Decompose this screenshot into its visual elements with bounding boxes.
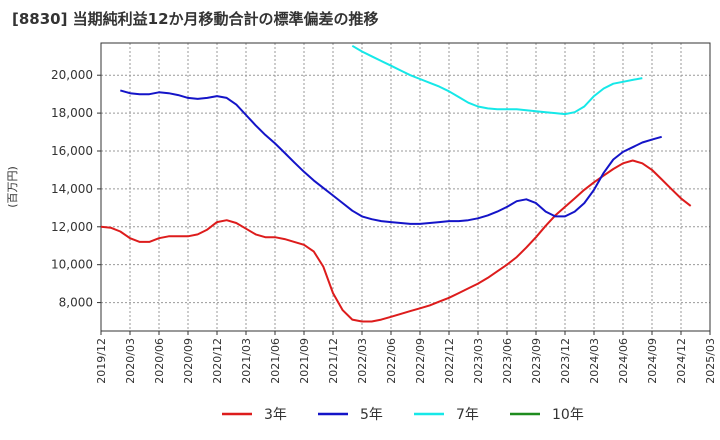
y-tick-label: 10,000 [51, 258, 93, 272]
chart-title: [8830] 当期純利益12か月移動合計の標準偏差の推移 [12, 10, 379, 28]
x-tick-label: 2021/06 [269, 338, 282, 384]
x-tick-label: 2022/12 [443, 338, 456, 384]
series-line-5年 [120, 89, 662, 225]
x-tick-label: 2024/06 [617, 338, 630, 384]
legend-label: 10年 [552, 407, 584, 423]
x-tick-label: 2020/06 [153, 338, 166, 384]
x-tick-label: 2023/03 [472, 338, 485, 384]
x-tick-label: 2021/03 [240, 338, 253, 384]
y-tick-label: 20,000 [51, 68, 93, 82]
x-tick-label: 2021/09 [298, 338, 311, 384]
legend-item-5年: 5年 [318, 407, 383, 423]
legend-label: 7年 [456, 407, 479, 423]
plot-frame [100, 42, 711, 332]
legend-item-10年: 10年 [510, 407, 584, 423]
y-tick-label: 8,000 [59, 296, 93, 310]
x-tick-label: 2023/06 [501, 338, 514, 384]
grid-layer [101, 43, 710, 331]
y-tick-label: 12,000 [51, 220, 93, 234]
x-tick-label: 2022/03 [356, 338, 369, 384]
y-tick-label: 18,000 [51, 106, 93, 120]
x-tick-label: 2020/03 [124, 338, 137, 384]
x-tick-label: 2023/09 [530, 338, 543, 384]
x-tick-label: 2024/12 [675, 338, 688, 384]
x-tick-label: 2024/09 [646, 338, 659, 384]
series-line-7年 [351, 44, 643, 116]
x-tick-label: 2022/06 [385, 338, 398, 384]
x-tick-label: 2019/12 [95, 338, 108, 384]
legend-item-7年: 7年 [414, 407, 479, 423]
legend: 3年 5年 7年 10年 [222, 407, 584, 423]
legend-label: 3年 [264, 407, 287, 423]
y-axis-label: (百万円) [6, 166, 19, 208]
x-tick-label: 2020/12 [211, 338, 224, 384]
legend-item-3年: 3年 [222, 407, 287, 423]
series-layer [100, 44, 692, 323]
y-tick-layer: 8,000 10,000 12,000 14,000 16,000 18,000 20,00… [51, 68, 101, 310]
y-tick-label: 16,000 [51, 144, 93, 158]
x-tick-label: 2025/03 [704, 338, 717, 384]
legend-label: 5年 [360, 407, 383, 423]
x-tick-label: 2021/12 [327, 338, 340, 384]
x-tick-label: 2020/09 [182, 338, 195, 384]
y-tick-label: 14,000 [51, 182, 93, 196]
x-tick-label: 2022/09 [414, 338, 427, 384]
x-tick-layer: 2019/12 2020/03 2020/06 2020/09 2020/12 2021/… [95, 331, 717, 384]
x-tick-label: 2024/03 [588, 338, 601, 384]
series-line-3年 [100, 159, 692, 323]
x-tick-label: 2023/12 [559, 338, 572, 384]
